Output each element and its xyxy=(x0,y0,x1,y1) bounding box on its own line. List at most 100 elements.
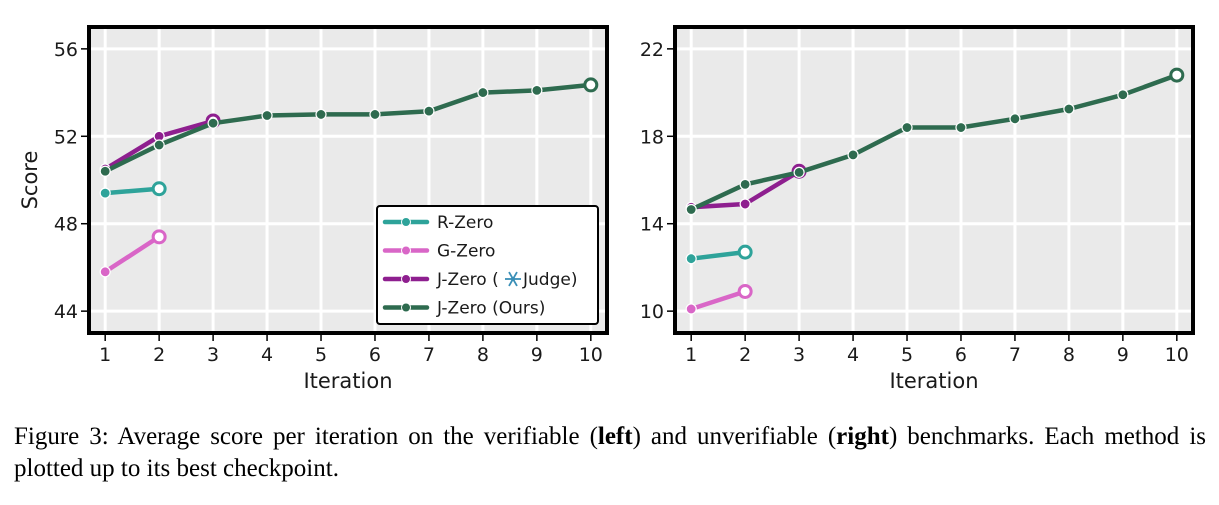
y-tick-label: 44 xyxy=(54,301,78,323)
legend-label: R-Zero xyxy=(437,213,493,233)
caption-bold-right: right xyxy=(836,423,889,450)
x-tick-label: 8 xyxy=(1063,344,1075,366)
x-tick-label: 4 xyxy=(261,344,273,366)
x-tick-label: 9 xyxy=(1117,344,1129,366)
legend-label-prefix: J-Zero ( xyxy=(436,270,499,290)
legend-entry: J-Zero (Ours) xyxy=(382,299,545,319)
chart-panel-right: 1 2 3 4 5 6 7 8 9 10 10 14 18 22 Iteration xyxy=(640,25,1195,393)
x-tick-label: 1 xyxy=(685,344,697,366)
x-tick-label: 2 xyxy=(153,344,165,366)
x-tick-label: 4 xyxy=(847,344,859,366)
y-tick-label: 14 xyxy=(640,214,664,236)
data-point xyxy=(261,109,273,122)
legend-label: J-Zero (Ours) xyxy=(436,299,545,319)
x-tick-label: 3 xyxy=(793,344,805,366)
y-tick-label: 22 xyxy=(640,39,664,61)
caption-text-1: Average score per iteration on the verif… xyxy=(108,423,598,450)
series-j-zero-ours xyxy=(685,67,1185,216)
legend-entry: J-Zero ( Judge) xyxy=(382,270,577,290)
x-axis-label: Iteration xyxy=(889,369,978,393)
x-axis-label: Iteration xyxy=(303,369,392,393)
y-tick-label: 18 xyxy=(640,126,664,148)
data-point xyxy=(901,121,913,134)
series-line xyxy=(102,234,162,275)
data-point xyxy=(99,266,111,278)
legend: R-Zero G-Zero J-Zero ( Judge) J-Zero (Ours) xyxy=(376,205,599,325)
series-g-zero xyxy=(685,283,753,315)
x-tick-label: 10 xyxy=(1165,344,1189,366)
y-tick-label: 52 xyxy=(54,126,78,148)
data-point xyxy=(531,84,543,96)
legend-entry: R-Zero xyxy=(382,213,493,233)
figure-canvas: 1 2 3 4 5 6 7 8 9 1044485256IterationScoreR-ZeroG… xyxy=(18,25,1195,393)
best-checkpoint-point xyxy=(583,77,599,93)
series-line xyxy=(102,186,162,196)
legend-box xyxy=(376,205,599,325)
data-point xyxy=(153,139,165,151)
data-point xyxy=(207,117,219,129)
caption-text-3: ) benchmarks. Each method is plotted up … xyxy=(14,423,1206,482)
caption-label: Figure 3: xyxy=(14,423,109,450)
legend-label: G-Zero xyxy=(437,242,495,262)
y-tick-label: 56 xyxy=(54,39,78,61)
plot-frame xyxy=(87,25,609,335)
x-tick-label: 6 xyxy=(369,344,381,366)
legend-label-suffix: Judge) xyxy=(522,270,577,290)
legend-swatch-marker xyxy=(401,217,411,227)
caption-text-2: ) and unverifiable ( xyxy=(632,423,837,450)
data-point xyxy=(99,165,111,177)
plot-background xyxy=(675,27,1193,333)
legend-swatch-marker xyxy=(401,302,411,313)
data-point xyxy=(685,253,697,265)
data-point xyxy=(685,303,697,315)
data-point xyxy=(423,105,435,117)
x-tick-label: 7 xyxy=(1009,344,1021,366)
plot-frame xyxy=(673,25,1195,335)
y-axis-label: Score xyxy=(18,151,42,210)
series-g-zero xyxy=(99,229,167,278)
chart-panel-left: 1 2 3 4 5 6 7 8 9 1044485256IterationScoreR-ZeroG… xyxy=(18,25,609,393)
data-point xyxy=(793,166,805,178)
snowflake-icon xyxy=(505,271,521,287)
best-checkpoint-point xyxy=(1169,67,1185,83)
series-line xyxy=(688,289,748,312)
figure-caption: Figure 3: Average score per iteration on… xyxy=(14,421,1206,485)
x-tick-label: 3 xyxy=(207,344,219,366)
y-tick-label: 10 xyxy=(640,301,664,323)
x-tick-label: 5 xyxy=(315,344,327,366)
x-tick-label: 2 xyxy=(739,344,751,366)
x-tick-label: 9 xyxy=(531,344,543,366)
data-point xyxy=(99,187,111,199)
legend-swatch-marker xyxy=(401,274,411,284)
x-tick-label: 7 xyxy=(423,344,435,366)
x-tick-label: 5 xyxy=(901,344,913,366)
series-line xyxy=(102,82,594,174)
data-point xyxy=(477,86,489,99)
snowflake-core xyxy=(511,277,515,281)
series-r-zero xyxy=(99,181,167,199)
series-r-zero xyxy=(685,244,753,265)
data-point xyxy=(955,121,967,134)
data-point xyxy=(739,198,751,210)
best-checkpoint-point xyxy=(737,244,753,260)
data-point xyxy=(1063,103,1075,115)
y-tick-label: 48 xyxy=(54,214,78,236)
x-tick-label: 10 xyxy=(579,344,603,366)
data-point xyxy=(847,149,859,161)
x-tick-label: 6 xyxy=(955,344,967,366)
data-point xyxy=(739,178,751,190)
x-tick-label: 8 xyxy=(477,344,489,366)
legend-swatch-marker xyxy=(401,245,411,256)
series-line xyxy=(688,249,748,261)
best-checkpoint-point xyxy=(151,229,167,245)
best-checkpoint-point xyxy=(737,283,753,299)
x-tick-label: 1 xyxy=(99,344,111,366)
data-point xyxy=(315,108,327,121)
best-checkpoint-point xyxy=(151,181,167,197)
data-point xyxy=(369,108,381,121)
data-point xyxy=(1117,89,1129,101)
data-point xyxy=(685,203,697,216)
legend-entry: G-Zero xyxy=(382,242,495,262)
caption-bold-left: left xyxy=(597,423,633,450)
data-point xyxy=(1009,113,1021,125)
